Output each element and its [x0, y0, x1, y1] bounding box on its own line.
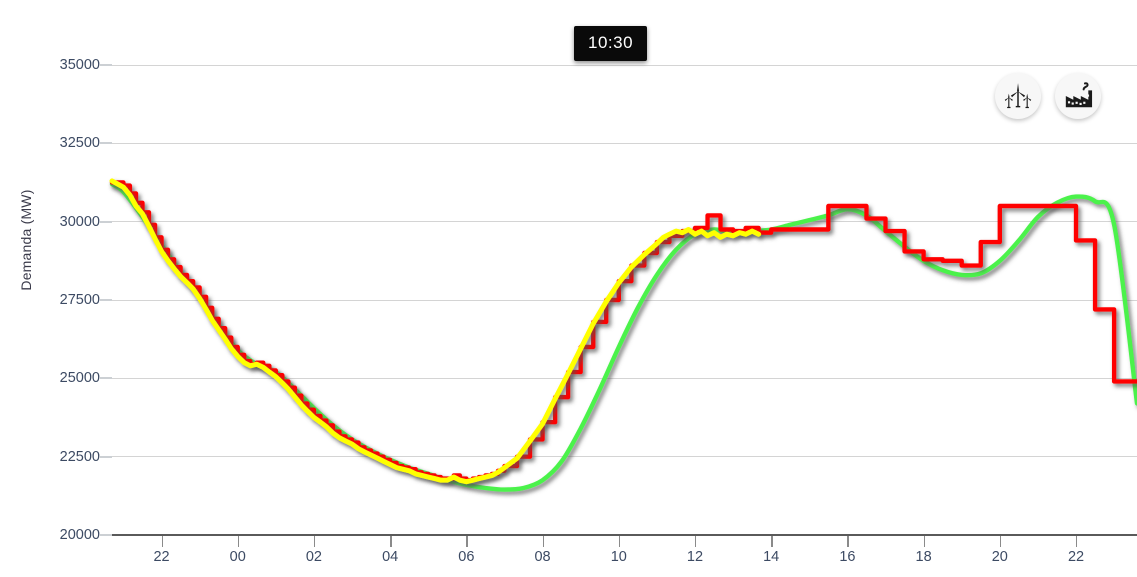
y-tick-label: 22500 [59, 448, 100, 465]
gridline [112, 299, 1137, 301]
y-tick-mark [100, 64, 112, 66]
gridline [112, 221, 1137, 223]
wind-button[interactable] [995, 73, 1041, 119]
y-tick-mark [100, 221, 112, 223]
x-tick-mark [923, 536, 925, 547]
x-axis-line [112, 534, 1137, 536]
gridline [112, 64, 1137, 66]
x-tick-mark [390, 536, 392, 547]
x-tick-mark [161, 536, 163, 547]
x-tick-mark [1076, 536, 1078, 547]
y-tick-mark [100, 534, 112, 536]
y-tick-label: 32500 [59, 135, 100, 152]
y-tick-label: 25000 [59, 370, 100, 387]
gridline [112, 456, 1137, 458]
x-tick-mark [313, 536, 316, 547]
y-tick-label: 35000 [59, 56, 100, 73]
x-tick-label: 22 [1067, 549, 1085, 565]
x-tick-mark [847, 536, 849, 547]
x-tick-label: 00 [229, 549, 246, 565]
wind-turbine-icon [1003, 81, 1033, 111]
x-tick-label: 22 [153, 549, 170, 565]
factory-icon [1063, 81, 1093, 111]
series-line-prevista [109, 181, 1137, 492]
x-tick-label: 20 [991, 549, 1008, 565]
y-tick-mark [100, 456, 112, 458]
x-tick-mark [237, 536, 240, 547]
x-tick-mark [999, 536, 1002, 547]
x-tick-label: 14 [763, 549, 780, 565]
x-tick-label: 16 [839, 549, 856, 565]
y-tick-label: 20000 [59, 526, 100, 543]
series-line-programada [109, 180, 1137, 483]
time-tooltip: 10:30 [574, 26, 648, 61]
x-tick-label: 04 [382, 549, 399, 565]
x-tick-label: 18 [915, 549, 932, 565]
y-tick-label: 30000 [59, 213, 100, 230]
x-tick-label: 08 [534, 549, 551, 565]
x-tick-mark [542, 536, 544, 547]
y-axis-ticks: 20000 22500 25000 27500 30000 32500 35000 [0, 0, 112, 577]
x-tick-label: 06 [458, 549, 475, 565]
x-tick-label: 02 [305, 549, 322, 565]
x-tick-label: 12 [686, 549, 704, 565]
series-line-real [109, 178, 762, 485]
y-tick-label: 27500 [59, 291, 100, 308]
x-tick-mark [618, 536, 621, 547]
y-tick-mark [100, 299, 112, 301]
y-tick-mark [100, 142, 112, 144]
x-tick-mark [771, 536, 773, 547]
x-tick-mark [466, 536, 468, 547]
factory-button[interactable] [1055, 73, 1101, 119]
y-tick-mark [100, 377, 112, 379]
x-tick-label: 10 [610, 549, 627, 565]
x-tick-mark [694, 536, 697, 547]
gridline [112, 142, 1137, 144]
gridline [112, 377, 1137, 379]
